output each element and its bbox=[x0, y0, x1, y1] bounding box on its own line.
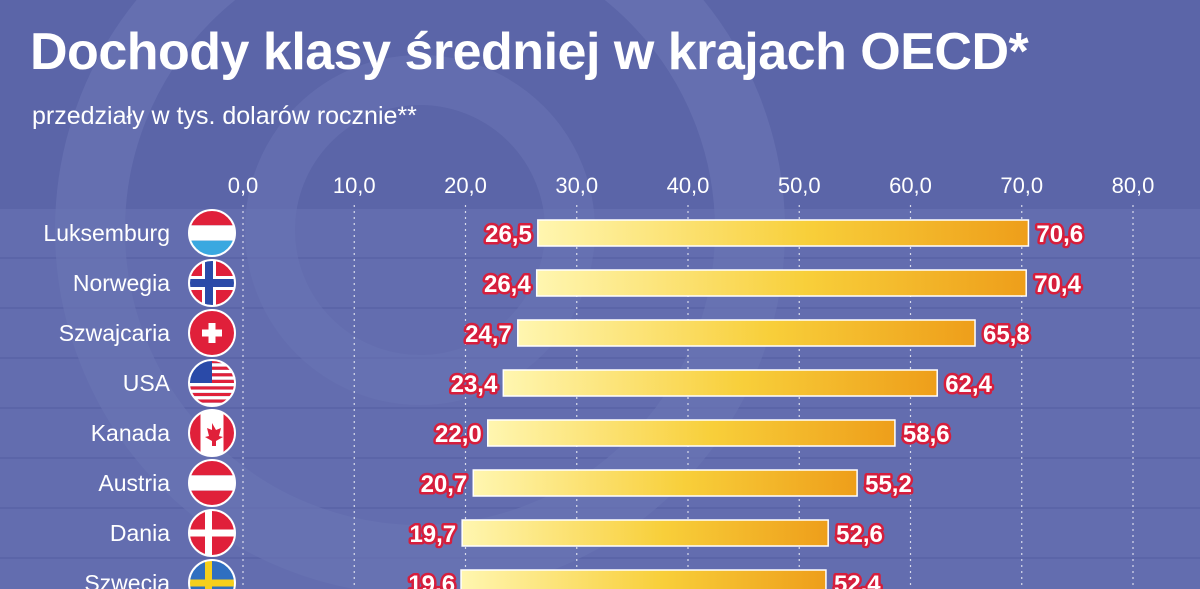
x-tick-label: 80,0 bbox=[1112, 173, 1155, 198]
range-bar bbox=[502, 369, 938, 397]
high-value-label: 55,2 bbox=[865, 471, 912, 498]
range-bar bbox=[537, 219, 1030, 247]
high-value-label: 70,4 bbox=[1034, 271, 1081, 298]
low-value-label: 19,7 bbox=[409, 521, 456, 548]
country-label: Luksemburg bbox=[43, 220, 170, 246]
x-tick-label: 40,0 bbox=[667, 173, 710, 198]
bar-row: Austria 20,7 55,2 bbox=[98, 459, 914, 507]
country-label: USA bbox=[123, 370, 171, 396]
flag-switzerland-icon bbox=[188, 309, 236, 357]
flag-austria-icon bbox=[188, 459, 236, 507]
bar-row: Szwajcaria 24,7 65,8 bbox=[59, 309, 1032, 357]
country-label: Austria bbox=[98, 470, 170, 496]
chart-subtitle: przedziały w tys. dolarów rocznie** bbox=[32, 102, 417, 130]
range-bar bbox=[517, 319, 976, 347]
high-value-label: 62,4 bbox=[945, 371, 992, 398]
chart-title: Dochody klasy średniej w krajach OECD* bbox=[30, 23, 1029, 81]
range-bar bbox=[535, 269, 1027, 297]
low-value-label: 22,0 bbox=[435, 421, 482, 448]
high-value-label: 52,6 bbox=[836, 521, 883, 548]
x-tick-label: 30,0 bbox=[555, 173, 598, 198]
bar-row: Kanada 22,0 58,6 bbox=[91, 409, 952, 457]
low-value-label: 20,7 bbox=[421, 471, 468, 498]
high-value-label: 65,8 bbox=[983, 321, 1030, 348]
country-label: Kanada bbox=[91, 420, 171, 446]
flag-luxembourg-icon bbox=[188, 209, 236, 257]
country-label: Szwecja bbox=[84, 570, 170, 589]
x-tick-label: 0,0 bbox=[228, 173, 259, 198]
country-label: Norwegia bbox=[73, 270, 170, 296]
x-tick-label: 10,0 bbox=[333, 173, 376, 198]
low-value-label: 26,4 bbox=[484, 271, 531, 298]
country-label: Szwajcaria bbox=[59, 320, 170, 346]
high-value-label: 70,6 bbox=[1036, 221, 1083, 248]
flag-usa-icon bbox=[188, 359, 236, 407]
flag-canada-icon bbox=[188, 409, 236, 457]
range-bar bbox=[472, 469, 858, 497]
bar-row: Norwegia 26,4 70,4 bbox=[73, 259, 1084, 307]
x-tick-label: 70,0 bbox=[1000, 173, 1043, 198]
bar-row: Luksemburg 26,5 70,6 bbox=[43, 209, 1086, 257]
x-tick-label: 60,0 bbox=[889, 173, 932, 198]
flag-norway-icon bbox=[188, 259, 236, 307]
high-value-label: 58,6 bbox=[903, 421, 950, 448]
bar-row: Dania 19,7 52,6 bbox=[110, 509, 885, 557]
flag-denmark-icon bbox=[188, 509, 236, 557]
x-tick-label: 20,0 bbox=[444, 173, 487, 198]
bar-row: USA 23,4 62,4 bbox=[123, 359, 995, 407]
range-bar bbox=[487, 419, 896, 447]
low-value-label: 19,6 bbox=[408, 571, 455, 589]
low-value-label: 26,5 bbox=[485, 221, 532, 248]
high-value-label: 52,4 bbox=[834, 571, 881, 589]
range-bar bbox=[460, 569, 827, 589]
range-bar bbox=[461, 519, 829, 547]
flag-sweden-icon bbox=[188, 559, 236, 589]
x-tick-label: 50,0 bbox=[778, 173, 821, 198]
low-value-label: 23,4 bbox=[451, 371, 498, 398]
country-label: Dania bbox=[110, 520, 170, 546]
low-value-label: 24,7 bbox=[465, 321, 512, 348]
bar-row: Szwecja 19,6 52,4 bbox=[84, 559, 884, 589]
